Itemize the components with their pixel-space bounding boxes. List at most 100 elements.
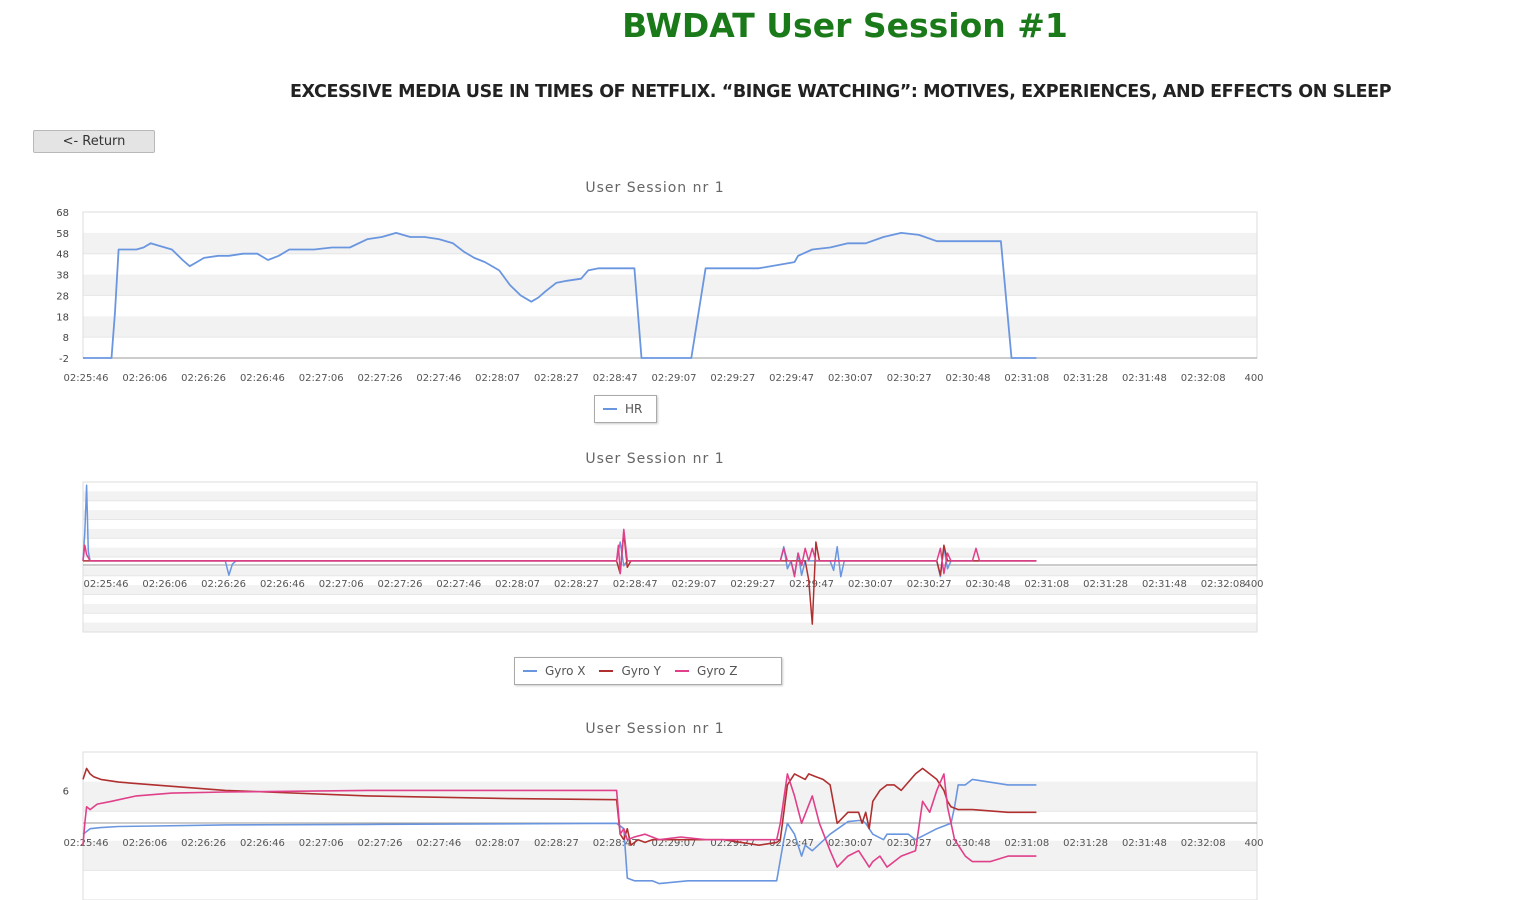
x-tick-label: 02:29:47 <box>769 838 814 849</box>
y-tick-label: 8 <box>63 333 69 344</box>
legend-label-hr: HR <box>625 402 643 416</box>
x-tick-label: 400 <box>1244 838 1263 849</box>
y-tick-label: 18 <box>56 312 69 323</box>
x-tick-label: 02:26:26 <box>181 838 226 849</box>
legend-label-gyro-y: Gyro Y <box>621 664 662 678</box>
x-tick-label: 02:27:26 <box>358 838 403 849</box>
grid-band <box>83 316 1257 338</box>
x-tick-label: 02:30:07 <box>828 373 873 384</box>
x-tick-label: 02:27:26 <box>358 373 403 384</box>
x-tick-label: 02:26:06 <box>142 579 187 590</box>
x-tick-label: 02:29:07 <box>652 373 697 384</box>
x-tick-label: 02:30:27 <box>907 579 952 590</box>
grid-band <box>83 585 1257 595</box>
x-tick-label: 02:28:27 <box>554 579 599 590</box>
series-line-gyro-y <box>82 767 1037 847</box>
x-tick-label: 02:30:48 <box>966 579 1011 590</box>
y-tick-label: 48 <box>56 250 69 261</box>
plot-frame <box>82 751 1258 900</box>
gyro-chart-legend: Gyro X Gyro Y Gyro Z <box>514 657 782 685</box>
x-tick-label: 02:32:08 <box>1181 838 1226 849</box>
x-tick-label: 02:28:07 <box>475 838 520 849</box>
x-tick-label: 02:27:46 <box>416 373 461 384</box>
legend-label-gyro-z: Gyro Z <box>697 664 738 678</box>
x-tick-label: 02:31:28 <box>1083 579 1128 590</box>
grid-band <box>83 566 1257 576</box>
x-tick-label: 02:31:08 <box>1024 579 1069 590</box>
x-tick-label: 02:28:27 <box>534 373 579 384</box>
grid-band <box>83 274 1257 296</box>
x-tick-label: 02:29:07 <box>672 579 717 590</box>
hr-chart: 68 58 48 38 28 18 8 -2 02:25:46 02:26:06 02:26:26 0… <box>56 208 1263 384</box>
page-subtitle: EXCESSIVE MEDIA USE IN TIMES OF NETFLIX.… <box>290 82 1392 102</box>
x-tick-label: 02:26:46 <box>260 579 305 590</box>
x-tick-label: 02:27:06 <box>299 838 344 849</box>
grid-band <box>83 491 1257 501</box>
series-line-gyro-z <box>82 773 1037 868</box>
return-button[interactable]: <- Return <box>33 130 155 153</box>
x-tick-label: 02:27:06 <box>299 373 344 384</box>
gyro-chart-1: 02:25:46 02:26:06 02:26:26 02:26:46 02:27:06… <box>82 481 1264 633</box>
grid-band <box>83 781 1257 812</box>
x-tick-label: 02:31:28 <box>1063 838 1108 849</box>
x-tick-label: 02:32:08 <box>1181 373 1226 384</box>
y-tick-label: 38 <box>56 271 69 282</box>
grid-band <box>83 547 1257 557</box>
x-tick-label: 02:30:07 <box>828 838 873 849</box>
x-tick-label: 02:28:47 <box>593 838 638 849</box>
legend-item-hr: HR <box>603 402 642 416</box>
x-tick-label: 02:29:47 <box>789 579 834 590</box>
x-tick-label: 02:26:26 <box>201 579 246 590</box>
x-tick-label: 02:28:07 <box>475 373 520 384</box>
x-tick-label: 400 <box>1244 373 1263 384</box>
x-tick-label: 02:26:06 <box>122 838 167 849</box>
x-tick-label: 02:29:27 <box>710 838 755 849</box>
x-tick-label: 02:29:27 <box>710 373 755 384</box>
x-tick-label: 02:27:46 <box>416 838 461 849</box>
grid-band <box>83 510 1257 520</box>
gyro-chart-2: 6 02:25:46 02:26:06 02:26:26 02:26:46 02:27:0… <box>63 751 1264 900</box>
y-tick-label: 68 <box>56 208 69 219</box>
x-tick-label: 02:31:48 <box>1122 373 1167 384</box>
x-tick-label: 02:31:08 <box>1004 838 1049 849</box>
legend-item-gyro-x: Gyro X <box>523 664 585 678</box>
y-tick-label: 28 <box>56 291 69 302</box>
x-tick-label: 02:29:07 <box>652 838 697 849</box>
series-line-gyro-z <box>82 528 1037 578</box>
x-tick-label: 02:30:27 <box>887 373 932 384</box>
x-tick-label: 02:27:06 <box>319 579 364 590</box>
x-tick-label: 02:31:48 <box>1142 579 1187 590</box>
chart-1-title: User Session nr 1 <box>585 180 725 196</box>
y-tick-label: 6 <box>63 786 69 797</box>
chart-2-title: User Session nr 1 <box>585 451 725 467</box>
grid-band <box>83 622 1257 632</box>
page-title: BWDAT User Session #1 <box>622 6 1068 45</box>
x-tick-label: 02:31:28 <box>1063 373 1108 384</box>
x-tick-label: 02:30:27 <box>887 838 932 849</box>
y-tick-label: 58 <box>56 229 69 240</box>
x-tick-label: 02:30:07 <box>848 579 893 590</box>
series-line-gyro-x <box>82 778 1037 885</box>
x-tick-label: 02:31:48 <box>1122 838 1167 849</box>
x-tick-label: 400 <box>1244 579 1263 590</box>
x-tick-label: 02:28:07 <box>495 579 540 590</box>
grid-band <box>83 840 1257 871</box>
x-tick-label: 02:30:48 <box>946 373 991 384</box>
x-tick-label: 02:25:46 <box>84 579 129 590</box>
x-tick-label: 02:25:46 <box>64 838 109 849</box>
legend-swatch-gyro-y <box>599 670 614 672</box>
x-tick-label: 02:26:46 <box>240 373 285 384</box>
x-tick-label: 02:28:47 <box>613 579 658 590</box>
grid-band <box>83 232 1257 254</box>
x-tick-label: 02:31:08 <box>1004 373 1049 384</box>
grid-band <box>83 603 1257 614</box>
x-tick-label: 02:29:47 <box>769 373 814 384</box>
legend-swatch-gyro-z <box>675 670 690 672</box>
x-tick-label: 02:30:48 <box>946 838 991 849</box>
x-tick-label: 02:32:08 <box>1201 579 1246 590</box>
legend-swatch-gyro-x <box>523 670 537 672</box>
legend-item-gyro-z: Gyro Z <box>675 664 737 678</box>
chart-3-title: User Session nr 1 <box>585 721 725 737</box>
x-tick-label: 02:26:46 <box>240 838 285 849</box>
x-tick-label: 02:29:27 <box>730 579 775 590</box>
